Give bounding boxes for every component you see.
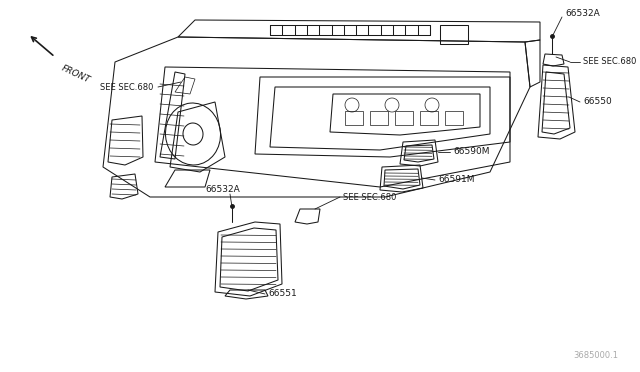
Text: FRONT: FRONT xyxy=(60,64,92,85)
Text: 3685000.1: 3685000.1 xyxy=(573,351,618,360)
Text: 66590M: 66590M xyxy=(453,148,490,157)
Text: SEE SEC.680: SEE SEC.680 xyxy=(100,83,154,92)
Text: 66550: 66550 xyxy=(583,97,612,106)
Text: 66532A: 66532A xyxy=(205,185,240,193)
Text: 66591M: 66591M xyxy=(438,176,474,185)
Text: 66532A: 66532A xyxy=(565,10,600,19)
Text: SEE SEC.680: SEE SEC.680 xyxy=(583,58,636,67)
Text: SEE SEC.680: SEE SEC.680 xyxy=(343,192,396,202)
Text: 66551: 66551 xyxy=(268,289,297,298)
